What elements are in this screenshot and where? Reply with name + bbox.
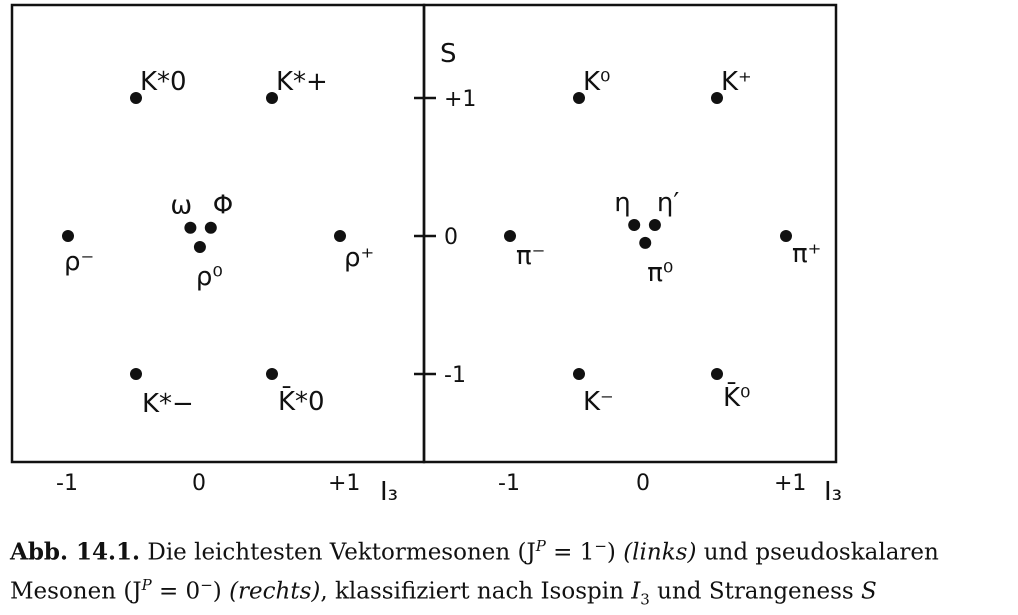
right-point-0 <box>573 92 585 104</box>
right-point-8 <box>711 368 723 380</box>
axes: -1 0 +1 I₃ -1 0 +1 I₃ S +1 0 -1 <box>56 39 842 507</box>
figure-caption: Abb. 14.1. Die leichtesten Vektormesonen… <box>10 530 1010 615</box>
left-point-label-6: ρ⁺ <box>344 243 374 273</box>
right-point-4 <box>648 218 661 231</box>
caption-line-2: Mesonen (JP = 0−) (rechts), klassifizier… <box>10 569 1010 615</box>
caption-minus-2: − <box>200 575 213 594</box>
caption-eq-1: = 1 <box>545 539 595 566</box>
caption-text-1: Die leichtesten Vektormesonen (J <box>147 539 536 566</box>
right-point-label-5: π⁰ <box>647 258 673 288</box>
right-point-1 <box>711 92 723 104</box>
left-panel-frame <box>10 3 426 464</box>
caption-line-1: Abb. 14.1. Die leichtesten Vektormesonen… <box>10 530 1010 569</box>
left-point-3 <box>184 221 197 234</box>
right-point-3 <box>628 218 641 231</box>
y-tick-label-2: -1 <box>444 363 466 388</box>
caption-isospin: I <box>631 578 641 605</box>
left-x-axis-label: I₃ <box>380 477 398 507</box>
right-point-label-3: η <box>614 188 630 218</box>
right-panel-points: K⁰ K⁺ π⁻ η η′ π⁰ π⁺ K⁻ K̄⁰ <box>504 67 821 417</box>
caption-after-1: ) <box>606 539 624 566</box>
caption-minus-1: − <box>594 537 607 555</box>
caption-und: und pseudoskalaren <box>696 539 939 566</box>
left-point-label-5: ρ⁰ <box>196 262 223 292</box>
caption-rechts: (rechts) <box>229 578 321 605</box>
caption-rest: , klassifiziert nach Isospin <box>320 578 632 605</box>
right-point-label-4: η′ <box>657 188 679 218</box>
right-point-label-1: K⁺ <box>721 67 752 97</box>
left-x-tick-2: +1 <box>328 471 360 496</box>
y-tick-label-0: +1 <box>444 87 476 112</box>
left-point-6 <box>334 230 346 242</box>
caption-text-2: Mesonen (J <box>10 578 142 605</box>
left-point-7 <box>130 368 142 380</box>
left-point-label-1: K*+ <box>276 67 328 97</box>
y-axis-label: S <box>440 39 457 69</box>
caption-sub3: 3 <box>640 589 650 608</box>
right-x-tick-0: -1 <box>498 471 520 496</box>
left-point-label-7: K*− <box>142 389 194 419</box>
right-point-2 <box>504 230 516 242</box>
meson-multiplet-figure: K*0 K*+ ρ⁻ ω Φρ⁰ ρ⁺ K*− K̄*0 K⁰ K⁺ π⁻ η η′ π⁰ π⁺ K⁻ K̄⁰… <box>10 3 842 507</box>
caption-after-2: ) <box>212 578 230 605</box>
left-point-label-2: ρ⁻ <box>64 247 94 277</box>
right-x-tick-1: 0 <box>636 471 650 496</box>
caption-label: Abb. 14.1. <box>10 538 141 566</box>
right-point-label-0: K⁰ <box>583 67 610 97</box>
left-point-5 <box>193 241 206 254</box>
left-point-label-8: K̄*0 <box>278 385 325 417</box>
left-panel-points: K*0 K*+ ρ⁻ ω Φρ⁰ ρ⁺ K*− K̄*0 <box>62 67 374 419</box>
left-x-tick-1: 0 <box>192 471 206 496</box>
left-point-2 <box>62 230 74 242</box>
right-x-axis-label: I₃ <box>824 477 842 507</box>
right-point-label-7: K⁻ <box>583 387 614 417</box>
caption-eq-2: = 0 <box>151 578 201 605</box>
left-point-label-3: ω <box>170 191 192 221</box>
left-x-tick-0: -1 <box>56 471 78 496</box>
right-panel-frame <box>422 3 838 464</box>
right-point-label-8: K̄⁰ <box>723 381 750 413</box>
left-point-label-0: K*0 <box>140 67 187 97</box>
right-point-5 <box>639 236 652 249</box>
caption-sup-1: P <box>535 537 546 555</box>
left-point-1 <box>266 92 278 104</box>
caption-sup-2: P <box>141 575 152 594</box>
left-point-label-4: Φ <box>213 191 233 221</box>
caption-links: (links) <box>623 539 697 566</box>
right-point-label-6: π⁺ <box>792 239 821 269</box>
left-point-8 <box>266 368 278 380</box>
left-point-4 <box>204 221 217 234</box>
caption-strangeness: S <box>861 578 877 605</box>
caption-und-2: und Strangeness <box>649 578 862 605</box>
y-tick-label-1: 0 <box>444 225 458 250</box>
right-point-label-2: π⁻ <box>516 241 545 271</box>
right-point-6 <box>780 230 792 242</box>
left-point-0 <box>130 92 142 104</box>
right-x-tick-2: +1 <box>774 471 806 496</box>
right-point-7 <box>573 368 585 380</box>
